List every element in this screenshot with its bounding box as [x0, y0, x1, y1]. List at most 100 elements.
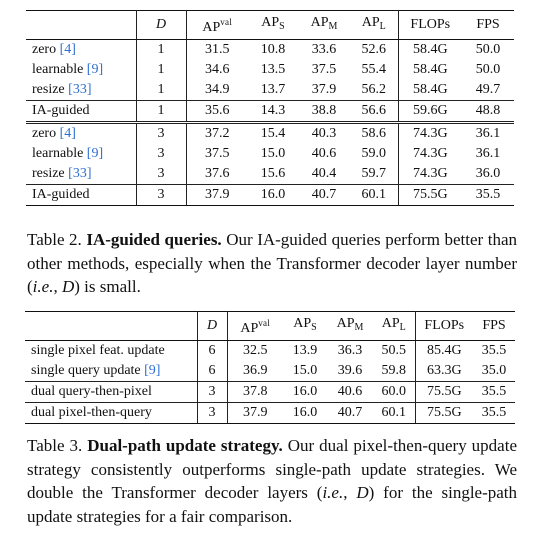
cell-d: 6	[197, 340, 228, 361]
cell-ap: 37.8	[227, 381, 283, 403]
cell-method: single query update [9]	[25, 361, 198, 382]
table-row: zero [4] 1 31.5 10.8 33.6 52.6 58.4G 50.…	[26, 39, 514, 60]
table-2-caption: Table 2. IA-guided queries. Our IA-guide…	[27, 230, 517, 296]
cell-aps: 16.0	[283, 402, 327, 424]
header-method	[26, 10, 137, 40]
cell-fps: 35.5	[473, 381, 515, 403]
cell-flops: 59.6G	[398, 100, 462, 123]
cell-aps: 16.0	[283, 381, 327, 403]
cell-apm: 36.3	[337, 343, 363, 358]
citation-link[interactable]: [33]	[68, 82, 92, 97]
header-apm: APM	[298, 10, 350, 40]
table-row: resize [33] 3 37.6 15.6 40.4 59.7 74.3G …	[26, 164, 514, 185]
cell-apl: 59.7	[350, 164, 399, 185]
cell-method: zero [4]	[26, 39, 137, 60]
cell-apm: 33.6	[311, 42, 337, 57]
cell-apl: 60.0	[373, 381, 416, 403]
cell-flops: 63.3G	[426, 363, 462, 378]
cell-apl: 50.5	[373, 340, 416, 361]
cell-aps: 14.3	[248, 100, 298, 123]
citation-link[interactable]: [9]	[86, 146, 104, 161]
cell-fps: 35.5	[473, 402, 515, 424]
citation-link[interactable]: [4]	[59, 126, 76, 141]
citation-link[interactable]: [9]	[86, 62, 104, 77]
header-apl: APL	[350, 10, 399, 40]
cell-fps: 35.5	[462, 184, 514, 206]
table-row: single pixel feat. update 6 32.5 13.9 36…	[25, 340, 515, 361]
header-flops: FLOPs	[415, 311, 473, 341]
header-fps: FPS	[462, 10, 514, 40]
cell-flops: 58.4G	[412, 82, 448, 97]
cell-d: 3	[136, 164, 187, 185]
cell-method: IA-guided	[26, 100, 137, 123]
table-header-row: D APval APS APM APL FLOPs FPS	[26, 10, 514, 40]
cell-ap: 34.6	[205, 62, 230, 77]
cell-d: 1	[136, 60, 187, 80]
table-row-highlight: dual pixel-then-query 3 37.9 16.0 40.7 6…	[25, 402, 515, 424]
cell-apm: 39.6	[337, 363, 363, 378]
cell-apl: 60.1	[373, 402, 416, 424]
cell-apl: 59.0	[350, 144, 399, 164]
cell-fps: 50.0	[475, 62, 501, 77]
cell-method: resize [33]	[26, 164, 137, 185]
cell-apl: 58.6	[350, 121, 399, 144]
cell-d: 3	[136, 184, 187, 206]
cell-flops: 75.5G	[415, 402, 473, 424]
cell-method: learnable [9]	[26, 60, 137, 80]
table-row: dual query-then-pixel 3 37.8 16.0 40.6 6…	[25, 381, 515, 403]
header-method	[25, 311, 198, 341]
cell-apm: 40.6	[311, 146, 337, 161]
cell-d: 1	[136, 100, 187, 123]
table-row-highlight: IA-guided 1 35.6 14.3 38.8 56.6 59.6G 48…	[26, 100, 514, 123]
cell-fps: 36.0	[475, 166, 501, 181]
cell-apl: 56.2	[350, 80, 399, 101]
cell-apl: 56.6	[350, 100, 399, 123]
cell-flops: 58.4G	[412, 62, 448, 77]
citation-link[interactable]: [4]	[59, 42, 76, 57]
table-row: learnable [9] 1 34.6 13.5 37.5 55.4 58.4…	[26, 60, 514, 80]
header-fps: FPS	[473, 311, 515, 341]
cell-apm: 38.8	[298, 100, 350, 123]
cell-method: IA-guided	[26, 184, 137, 206]
citation-link[interactable]: [33]	[68, 166, 92, 181]
cell-ap: 32.5	[243, 343, 268, 358]
cell-apm: 37.9	[311, 82, 337, 97]
table-header-row: D APval APS APM APL FLOPs FPS	[25, 311, 515, 341]
cell-flops: 74.3G	[412, 146, 448, 161]
cell-apm: 40.7	[327, 402, 373, 424]
cell-ap: 37.5	[205, 146, 230, 161]
cell-ap: 34.9	[205, 82, 230, 97]
cell-method: zero [4]	[26, 121, 137, 144]
citation-link[interactable]: [9]	[144, 363, 161, 378]
cell-apm: 40.4	[311, 166, 337, 181]
cell-ap: 37.9	[227, 402, 283, 424]
cell-flops: 85.4G	[426, 343, 462, 358]
cell-d: 3	[197, 402, 228, 424]
cell-d: 6	[197, 361, 228, 382]
cell-fps: 50.0	[475, 42, 501, 57]
header-aps: APS	[248, 10, 298, 40]
table-3-caption: Table 3. Dual-path update strategy. Our …	[27, 436, 518, 526]
cell-aps: 15.4	[248, 121, 298, 144]
table-ia-guided-queries: D APval APS APM APL FLOPs FPS zero [4] 1…	[26, 10, 514, 206]
cell-apl: 55.4	[350, 60, 399, 80]
cell-ap: 35.6	[186, 100, 248, 123]
cell-aps: 13.7	[260, 82, 286, 97]
header-flops: FLOPs	[398, 10, 462, 40]
cell-fps: 49.7	[475, 82, 501, 97]
table-row: resize [33] 1 34.9 13.7 37.9 56.2 58.4G …	[26, 80, 514, 101]
table-row: single query update [9] 6 36.9 15.0 39.6…	[25, 361, 515, 382]
cell-aps: 16.0	[248, 184, 298, 206]
cell-apl: 52.6	[350, 39, 399, 60]
cell-ap: 37.6	[205, 166, 230, 181]
cell-ap: 31.5	[205, 42, 230, 57]
cell-fps: 36.1	[462, 121, 514, 144]
cell-fps: 36.1	[475, 146, 501, 161]
cell-aps: 13.9	[292, 343, 318, 358]
header-aps: APS	[283, 311, 327, 341]
cell-apm: 40.7	[298, 184, 350, 206]
cell-apm: 40.6	[327, 381, 373, 403]
cell-flops: 75.5G	[415, 381, 473, 403]
cell-method: resize [33]	[26, 80, 137, 101]
cell-method: dual pixel-then-query	[25, 402, 198, 424]
